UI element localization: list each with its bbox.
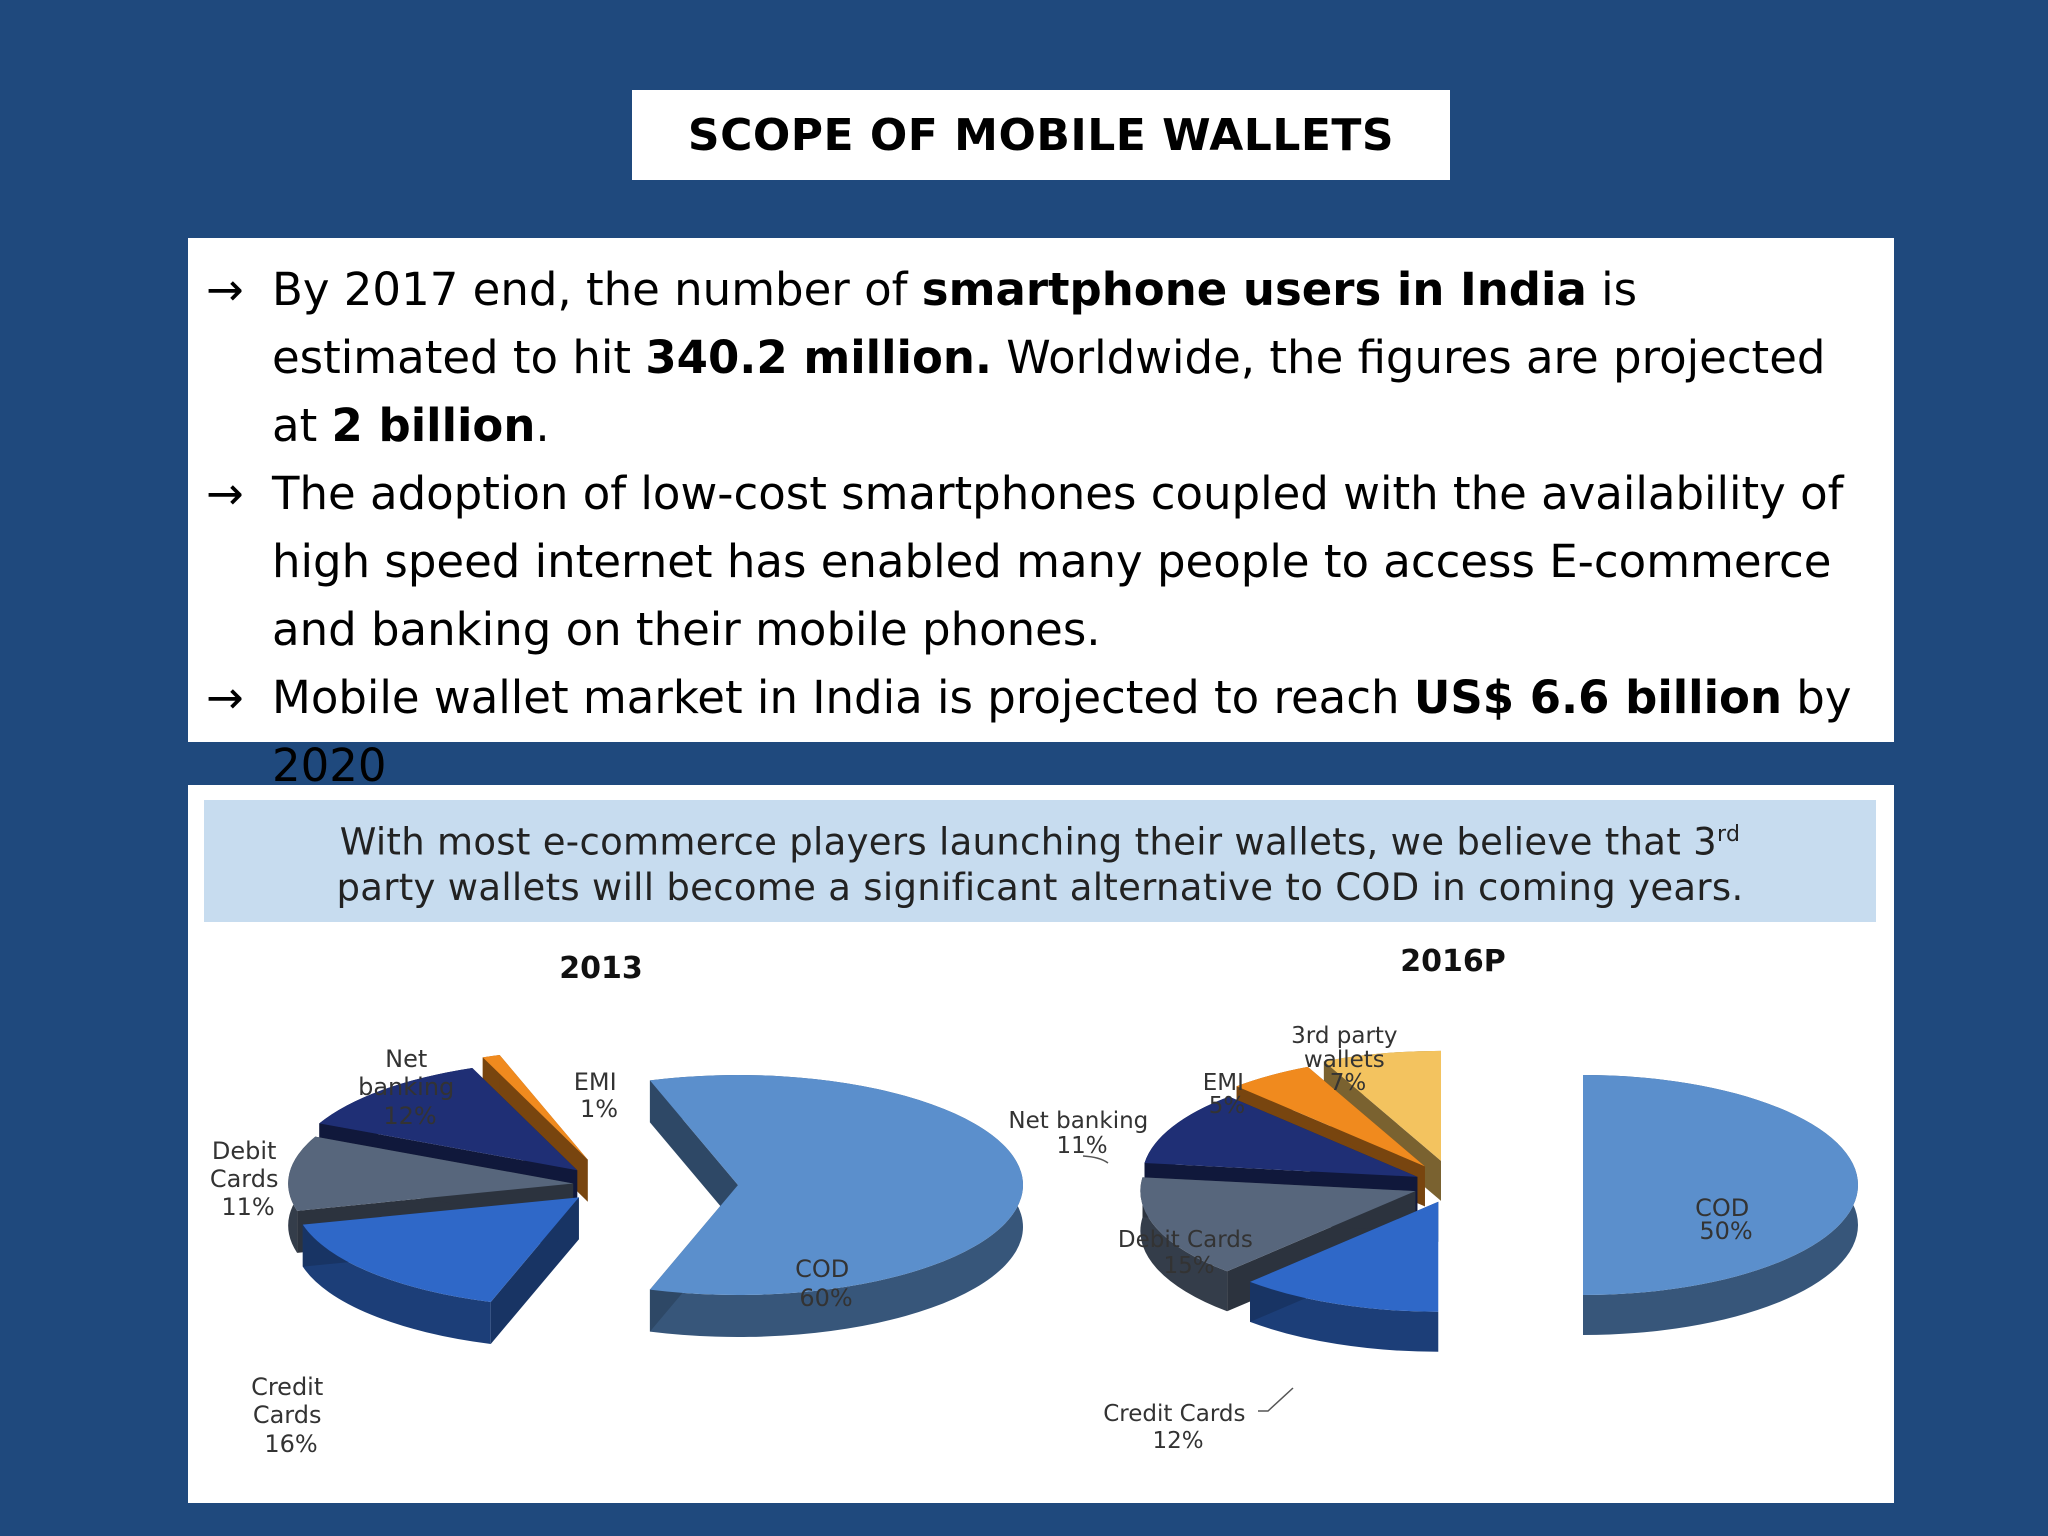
chart-title-2016p: 2016P — [1400, 944, 1505, 979]
pie-slice-top — [1583, 1075, 1858, 1295]
slice-label-debit-cards: Debit Cards 11% — [210, 1137, 286, 1221]
pie-slice-top — [1236, 1066, 1425, 1167]
chart-banner: With most e-commerce players launching t… — [204, 800, 1876, 922]
arrow-icon: → — [206, 263, 244, 316]
slide-title-box: SCOPE OF MOBILE WALLETS — [632, 90, 1450, 180]
pie-slices-layer — [288, 1050, 1858, 1352]
slice-label-net-banking: Net banking 12% — [358, 1045, 462, 1130]
pie-charts: 2013 COD 60% Credit Cards 16% Debit Card… — [210, 944, 1858, 1458]
bullet-list: → By 2017 end, the number of smartphone … — [188, 238, 1894, 792]
chart-title-2013: 2013 — [559, 951, 643, 986]
pie-slice-side — [1140, 1177, 1228, 1312]
bullet-text: By 2017 end, the number of smartphone us… — [272, 263, 1826, 452]
slide-title: SCOPE OF MOBILE WALLETS — [687, 109, 1395, 161]
chart-image: With most e-commerce players launching t… — [188, 785, 1894, 1503]
pie-slice-cod — [649, 1075, 1024, 1337]
arrow-icon: → — [206, 671, 244, 724]
arrow-icon: → — [206, 467, 244, 520]
bullet-item: → By 2017 end, the number of smartphone … — [206, 256, 1874, 460]
pie-slice-top — [482, 1054, 588, 1160]
leader-line — [1258, 1387, 1294, 1412]
bullet-item: → The adoption of low-cost smartphones c… — [206, 460, 1874, 664]
bullet-text: The adoption of low-cost smartphones cou… — [272, 467, 1844, 656]
pie-slice-top — [1250, 1201, 1439, 1312]
pie-slice-wall — [649, 1080, 738, 1227]
pie-slice-top — [1323, 1050, 1442, 1161]
banner-text: With most e-commerce players launching t… — [336, 820, 1744, 909]
slice-label-credit-cards: Credit Cards 12% — [1103, 1401, 1253, 1454]
pie-slice-top — [1144, 1096, 1418, 1177]
slice-label-cod: COD 50% — [1695, 1194, 1757, 1245]
pie-slice-top — [649, 1075, 1024, 1295]
slice-label-net-banking: Net banking 11% — [1008, 1108, 1155, 1159]
slice-label-third-party-wallets: 3rd party wallets 7% — [1291, 1023, 1405, 1096]
leader-line — [1082, 1155, 1109, 1164]
pie-slice-side — [302, 1224, 491, 1344]
pie-slice-top — [319, 1067, 578, 1171]
pie-slice-top — [1140, 1177, 1416, 1272]
pie-slice-credit-cards — [302, 1197, 579, 1344]
bullet-item: → Mobile wallet market in India is proje… — [206, 664, 1874, 800]
bullet-text: Mobile wallet market in India is project… — [272, 671, 1852, 792]
slice-label-cod: COD 60% — [795, 1255, 857, 1312]
pie-slice-cod — [1583, 1075, 1858, 1335]
slice-label-emi: EMI 5% — [1203, 1070, 1251, 1119]
pie-slice-credit-cards — [1250, 1201, 1439, 1352]
pie-slice-top — [302, 1197, 579, 1302]
slice-label-emi: EMI 1% — [574, 1068, 625, 1123]
slice-label-credit-cards: Credit Cards 16% — [251, 1373, 331, 1458]
slice-label-debit-cards: Debit Cards 15% — [1118, 1227, 1260, 1279]
pie-slice-top — [288, 1136, 574, 1211]
